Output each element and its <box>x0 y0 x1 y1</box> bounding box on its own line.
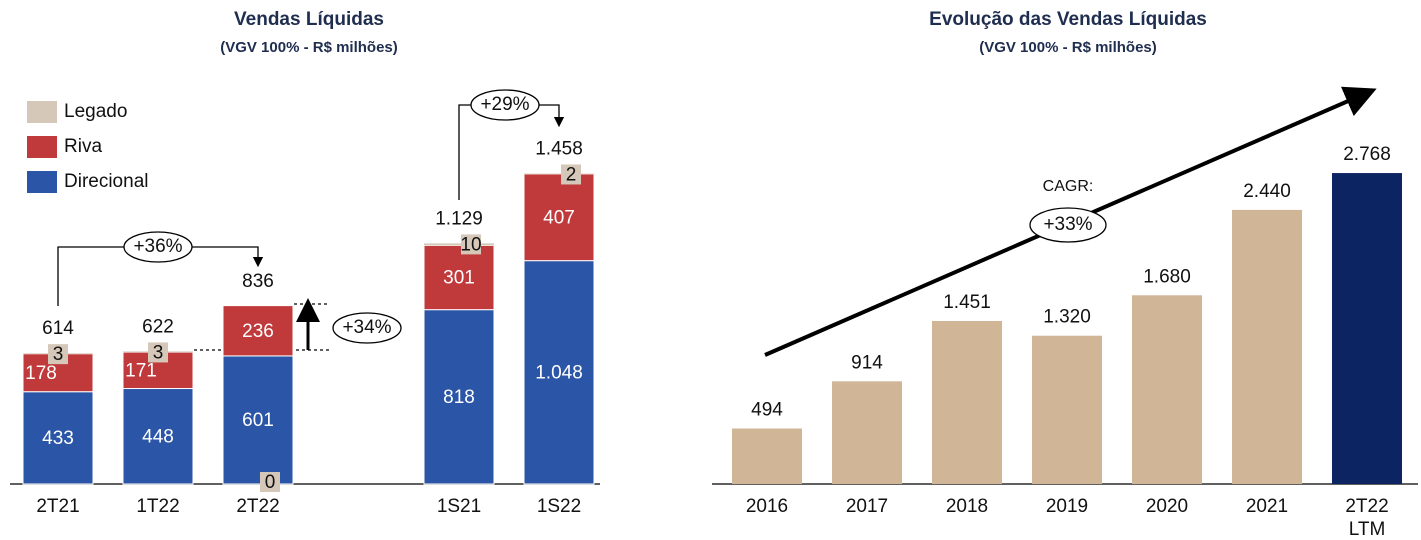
total-label: 1.458 <box>535 138 583 159</box>
bar <box>1332 173 1402 484</box>
bar-segment <box>22 391 94 485</box>
x-tick-label: 2T22 <box>236 496 279 517</box>
annotation: +29% <box>480 94 529 115</box>
value-label: 3 <box>153 342 164 363</box>
bar <box>932 321 1002 484</box>
value-label: 1.680 <box>1143 266 1191 287</box>
bar <box>832 381 902 484</box>
annotation: +34% <box>342 317 391 338</box>
value-label: 448 <box>142 426 174 447</box>
value-label: 818 <box>443 387 475 408</box>
value-label: 494 <box>751 400 783 421</box>
value-label: 1.451 <box>943 292 991 313</box>
legacy-box <box>48 344 68 365</box>
legend-label: Riva <box>64 136 102 157</box>
value-label: 10 <box>460 234 481 255</box>
legacy-box <box>561 164 581 185</box>
bar <box>1032 335 1102 484</box>
bar-segment <box>222 355 294 485</box>
legacy-box <box>461 234 481 255</box>
legacy-box <box>148 342 168 363</box>
legend-swatch <box>27 171 57 193</box>
value-label: 1.048 <box>535 362 583 383</box>
bar-segment <box>523 260 595 485</box>
x-tick-label: 2021 <box>1246 496 1288 517</box>
legend-label: Legado <box>64 101 127 122</box>
chart-title: Evolução das Vendas Líquidas <box>929 9 1207 30</box>
total-label: 622 <box>142 316 174 337</box>
legend-label: Direcional <box>64 171 148 192</box>
annotation: +36% <box>133 236 182 257</box>
annotation: CAGR: <box>1043 178 1094 195</box>
legacy-box <box>260 472 280 492</box>
value-label: 601 <box>242 410 274 431</box>
bar <box>732 428 802 484</box>
bar-segment <box>423 245 495 311</box>
x-tick-label: 1T22 <box>136 496 179 517</box>
bar <box>1232 209 1302 484</box>
total-label: 1.129 <box>435 208 483 229</box>
value-label: 1.320 <box>1043 307 1091 328</box>
annotation: +33% <box>1043 214 1092 235</box>
value-label: 914 <box>851 352 883 373</box>
bar-segment <box>222 305 294 357</box>
x-tick-label: 2016 <box>746 496 788 517</box>
value-label: 0 <box>265 472 276 493</box>
x-tick-label: 2019 <box>1046 496 1088 517</box>
total-label: 614 <box>42 318 74 339</box>
annotation-arrows <box>10 86 1418 485</box>
bar <box>1132 295 1202 484</box>
x-tick-label: 2T21 <box>36 496 79 517</box>
value-label: 2 <box>566 164 577 185</box>
x-tick-label: 1S21 <box>437 496 481 517</box>
x-tick-label: 2020 <box>1146 496 1188 517</box>
value-label: 236 <box>242 321 274 342</box>
total-label: 836 <box>242 271 274 292</box>
value-label: 178 <box>25 363 57 384</box>
x-tick-label: 2017 <box>846 496 888 517</box>
bar-segment <box>122 388 194 485</box>
legend-swatch <box>27 136 57 158</box>
chart-subtitle: (VGV 100% - R$ milhões) <box>220 39 398 56</box>
legend-swatch <box>27 101 57 123</box>
bar-segment <box>424 243 494 246</box>
x-tick-label: 2T22 <box>1345 496 1388 517</box>
value-label: 433 <box>42 428 74 449</box>
bar-segment <box>423 309 495 485</box>
chart-title: Vendas Líquidas <box>234 9 384 30</box>
value-label: 171 <box>125 360 157 381</box>
value-label: 3 <box>53 344 64 365</box>
value-label: 2.768 <box>1343 144 1391 165</box>
chart-subtitle: (VGV 100% - R$ milhões) <box>979 39 1157 56</box>
value-label: 407 <box>543 207 575 228</box>
value-label: 2.440 <box>1243 181 1291 202</box>
x-tick-label: 2018 <box>946 496 988 517</box>
x-tick-label: LTM <box>1349 519 1386 540</box>
x-tick-label: 1S22 <box>537 496 581 517</box>
value-label: 301 <box>443 268 475 289</box>
